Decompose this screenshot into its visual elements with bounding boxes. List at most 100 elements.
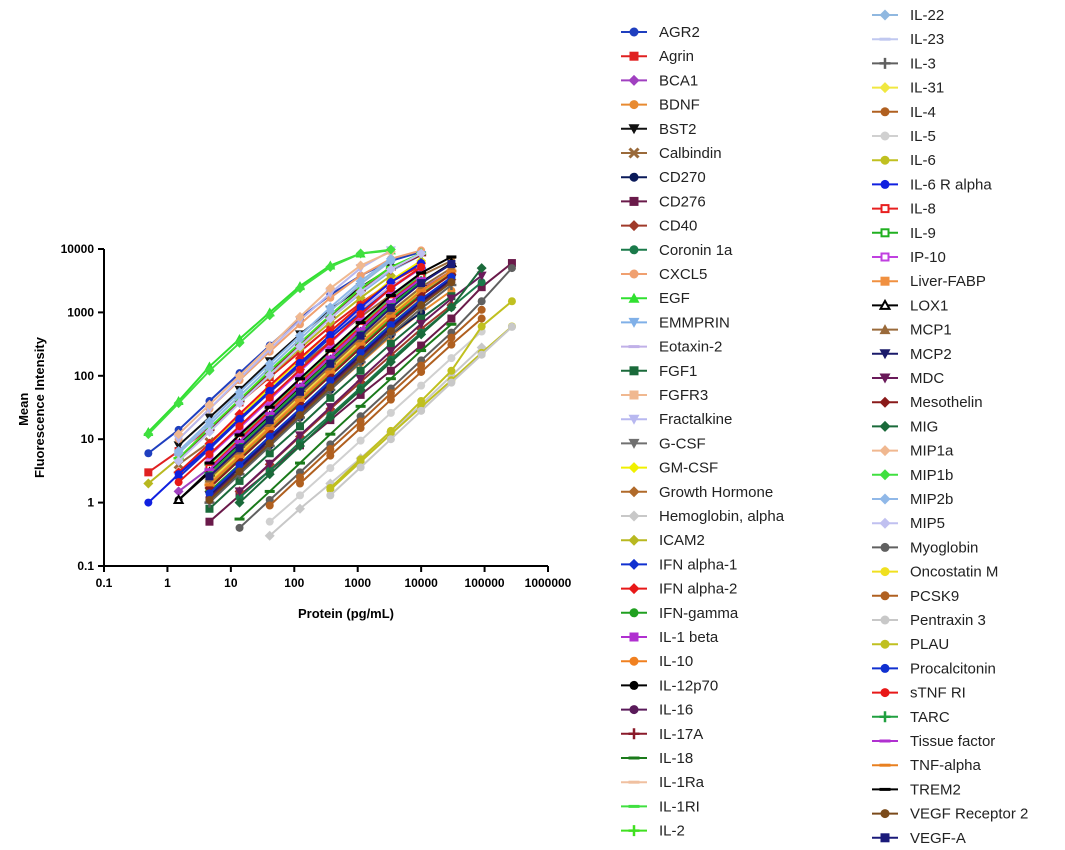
data-point — [416, 329, 427, 340]
legend-item: IL-6 — [872, 152, 936, 169]
legend-marker-swatch — [629, 100, 639, 110]
data-point — [417, 406, 426, 415]
legend-marker-swatch — [628, 558, 640, 570]
x-axis-title: Protein (pg/mL) — [298, 606, 394, 621]
legend-label: EGF — [659, 290, 690, 307]
data-point — [295, 411, 304, 420]
series-line — [238, 267, 513, 529]
legend-marker-swatch — [628, 74, 640, 86]
legend-label: VEGF Receptor 2 — [910, 806, 1028, 823]
legend-label: AGR2 — [659, 24, 700, 41]
legend-label: IL-1Ra — [659, 774, 705, 791]
data-point — [477, 297, 486, 306]
data-point — [265, 495, 274, 504]
data-point — [356, 455, 365, 464]
legend-marker-swatch — [879, 9, 891, 21]
data-point — [204, 416, 215, 427]
legend-item: MIP5 — [872, 515, 945, 532]
legend-marker-swatch — [880, 639, 890, 649]
legend-label: IL-18 — [659, 750, 693, 767]
legend-marker-swatch — [880, 663, 890, 673]
data-point — [417, 301, 426, 310]
data-point — [173, 446, 184, 457]
legend-item: IL-6 R alpha — [872, 176, 992, 193]
legend-label: CD40 — [659, 218, 697, 235]
data-point — [173, 435, 184, 445]
data-point — [386, 366, 395, 375]
legend-marker-swatch — [880, 688, 890, 698]
series-line — [208, 280, 422, 475]
data-point — [476, 271, 487, 281]
series-line — [269, 330, 483, 523]
data-point — [356, 271, 365, 280]
legend-marker-swatch — [880, 567, 890, 577]
legend-item: IFN alpha-1 — [621, 556, 737, 573]
legend-item: Calbindin — [621, 145, 722, 162]
legend-label: TNF-alpha — [910, 757, 982, 774]
legend-item: PLAU — [872, 636, 949, 653]
legend-marker-swatch — [628, 147, 640, 159]
data-point — [264, 369, 275, 380]
series-il-6-r-alpha — [144, 259, 426, 507]
legend-marker-swatch — [879, 493, 891, 505]
data-point — [143, 429, 154, 440]
data-point — [326, 331, 335, 340]
data-point — [356, 303, 365, 312]
series-mip1b — [143, 244, 396, 440]
legend-marker-swatch — [629, 196, 639, 206]
data-point — [205, 504, 214, 513]
series-tissue-factor — [204, 277, 427, 472]
legend-marker-swatch — [880, 131, 890, 141]
series-line — [238, 323, 453, 520]
data-point — [356, 463, 365, 472]
legend-marker-swatch — [628, 438, 640, 449]
data-point — [416, 248, 427, 259]
legend-item: Growth Hormone — [621, 484, 773, 501]
data-point — [204, 399, 215, 410]
series-line — [208, 277, 422, 471]
legend-item: Myoglobin — [872, 539, 978, 556]
legend-item: Pentraxin 3 — [872, 612, 986, 629]
legend-item: IFN alpha-2 — [621, 581, 737, 598]
legend-item: G-CSF — [621, 435, 706, 452]
legend-marker-swatch — [879, 82, 891, 94]
series-stnf-ri — [174, 263, 426, 487]
series-line — [147, 262, 422, 504]
legend-marker-swatch — [879, 711, 891, 723]
legend-marker-swatch — [629, 680, 639, 690]
legend-marker-swatch — [628, 825, 640, 837]
legend-label: BST2 — [659, 121, 697, 138]
legend-marker-swatch — [880, 591, 890, 601]
data-point — [325, 283, 336, 294]
legend-item: GM-CSF — [621, 460, 718, 477]
data-point — [174, 470, 183, 479]
data-point — [265, 386, 274, 395]
data-point — [386, 339, 395, 348]
data-point — [173, 486, 184, 497]
legend-marker-swatch — [629, 245, 639, 255]
data-point — [446, 294, 457, 304]
legend-item: IL-1Ra — [621, 774, 705, 791]
data-point — [205, 450, 214, 459]
legend-item: AGR2 — [621, 24, 700, 41]
legend-marker-swatch — [879, 57, 891, 69]
legend-label: Procalcitonin — [910, 660, 996, 677]
legend-item: IL-31 — [872, 80, 944, 97]
data-point — [264, 358, 275, 369]
legend-label: IL-2 — [659, 823, 685, 840]
data-point — [265, 517, 274, 526]
legend-marker-swatch — [629, 51, 639, 61]
legend-marker-swatch — [880, 179, 890, 189]
legend-item: EGF — [621, 290, 690, 307]
legend-label: IL-22 — [910, 7, 944, 24]
legend-marker-swatch — [880, 809, 890, 819]
x-tick-label: 1 — [164, 576, 171, 590]
legend-label: ICAM2 — [659, 532, 705, 549]
data-point — [234, 487, 245, 497]
data-point — [294, 441, 305, 452]
legend-item: IL-2 — [621, 823, 685, 840]
data-point — [265, 439, 274, 448]
data-point — [386, 389, 395, 398]
data-point — [507, 264, 516, 273]
legend-marker-swatch — [628, 414, 640, 425]
